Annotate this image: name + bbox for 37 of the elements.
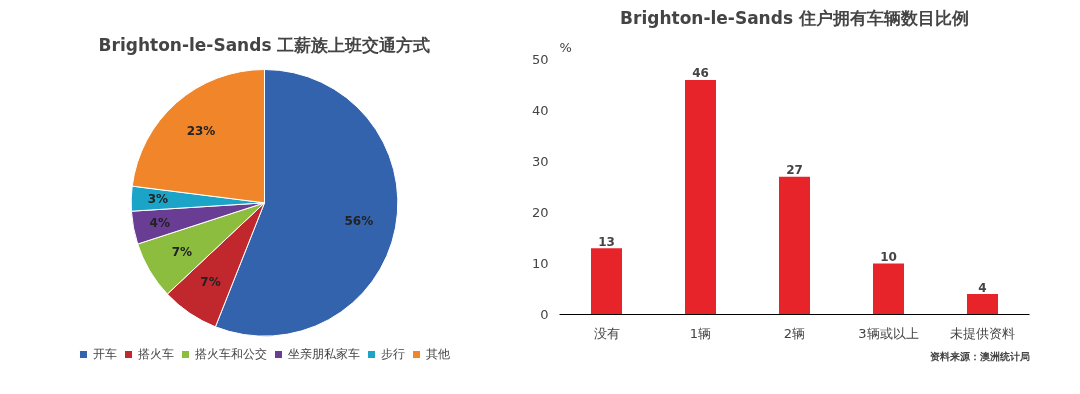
y-axis-title: % — [559, 39, 572, 55]
legend-label: 搭火车和公交 — [195, 345, 267, 363]
data-label: 4 — [978, 280, 987, 295]
data-label: 13 — [598, 234, 615, 249]
y-tick-label: 20 — [531, 205, 549, 220]
bar — [872, 263, 905, 315]
x-tick-label: 1辆 — [689, 325, 712, 341]
legend-label: 搭火车 — [138, 345, 174, 363]
bar — [778, 176, 811, 315]
chart-title: Brighton-le-Sands 住户拥有车辆数目比例 — [620, 7, 969, 28]
data-label: 7% — [171, 244, 193, 259]
x-tick-label: 3辆或以上 — [858, 325, 919, 341]
legend-label: 步行 — [381, 345, 405, 363]
legend-label: 坐亲朋私家车 — [288, 345, 360, 363]
bar — [966, 294, 999, 315]
y-tick-label: 0 — [540, 307, 549, 322]
chart-title: Brighton-le-Sands 工薪族上班交通方式 — [98, 34, 431, 55]
x-tick-label: 没有 — [593, 325, 620, 341]
bar — [684, 79, 717, 315]
y-tick-label: 10 — [531, 256, 549, 271]
text: 资料来源：澳洲统计局 — [929, 350, 1030, 362]
x-tick-label: 未提供资料 — [950, 325, 1015, 341]
data-label: 4% — [149, 215, 170, 230]
y-tick-label: 50 — [531, 52, 549, 67]
data-label: 23% — [186, 123, 216, 138]
data-label: 7% — [200, 275, 221, 290]
bar — [590, 248, 623, 315]
legend-label: 开车 — [93, 345, 117, 363]
data-label: 10 — [880, 249, 897, 264]
y-tick-label: 40 — [531, 103, 549, 118]
data-label: 56% — [344, 213, 374, 228]
x-tick-label: 2辆 — [783, 325, 806, 341]
data-label: 46 — [692, 66, 709, 81]
legend-label: 其他 — [426, 345, 450, 363]
data-label: 27 — [786, 163, 803, 178]
y-tick-label: 30 — [531, 154, 549, 169]
data-label: 3% — [147, 192, 169, 207]
